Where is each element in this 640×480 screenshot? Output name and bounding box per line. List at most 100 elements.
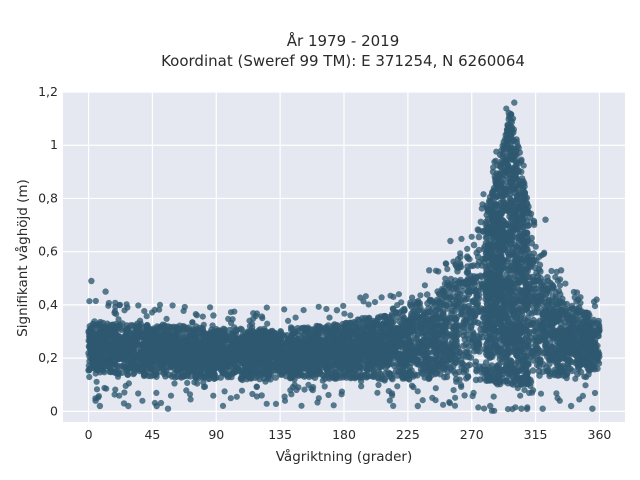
data-point xyxy=(463,375,470,382)
data-point xyxy=(378,338,386,346)
data-point xyxy=(143,369,150,376)
data-point xyxy=(271,346,279,354)
data-point xyxy=(443,302,451,310)
data-point xyxy=(124,366,131,374)
data-point xyxy=(228,330,236,337)
data-point xyxy=(535,293,542,300)
data-point xyxy=(440,310,447,317)
data-point xyxy=(473,273,481,281)
data-point xyxy=(220,337,228,345)
data-point xyxy=(143,354,151,362)
data-point xyxy=(533,344,541,352)
data-point xyxy=(92,322,100,330)
data-point xyxy=(120,356,128,363)
data-point xyxy=(388,374,396,382)
data-point xyxy=(363,330,371,338)
data-point xyxy=(425,374,432,382)
data-point xyxy=(549,284,557,291)
data-point xyxy=(185,324,192,332)
data-point xyxy=(314,323,322,330)
data-point xyxy=(455,368,463,376)
data-point xyxy=(413,335,420,343)
data-point xyxy=(359,326,366,333)
data-point xyxy=(381,359,389,366)
data-point xyxy=(462,353,470,360)
data-point xyxy=(195,374,202,382)
data-point xyxy=(406,363,413,371)
data-point xyxy=(423,291,431,298)
data-point xyxy=(428,367,436,375)
data-point xyxy=(174,366,182,374)
data-point xyxy=(382,370,389,377)
data-point xyxy=(241,341,249,349)
data-point xyxy=(395,309,403,317)
data-point xyxy=(325,322,332,329)
data-point xyxy=(460,368,468,376)
data-point xyxy=(462,296,469,303)
data-point xyxy=(472,361,479,369)
data-point xyxy=(86,326,94,334)
data-point xyxy=(451,332,459,339)
scatter-points xyxy=(85,99,603,414)
chart-title-line-1: År 1979 - 2019 xyxy=(287,31,400,50)
data-point xyxy=(541,349,549,357)
data-point xyxy=(263,338,271,346)
data-point xyxy=(204,347,212,355)
data-point xyxy=(145,325,153,332)
data-point xyxy=(407,356,414,363)
data-point xyxy=(123,333,131,340)
data-point xyxy=(529,278,537,285)
data-point xyxy=(473,339,481,346)
data-point xyxy=(308,366,315,374)
data-point xyxy=(361,372,368,379)
data-point xyxy=(97,348,105,355)
data-point xyxy=(475,233,483,241)
data-point xyxy=(178,332,185,340)
data-point xyxy=(437,370,444,378)
data-point xyxy=(474,253,482,261)
data-point xyxy=(164,323,172,330)
data-point xyxy=(440,366,448,373)
data-point xyxy=(544,274,551,281)
data-point xyxy=(452,359,459,367)
data-point xyxy=(267,376,274,383)
data-point xyxy=(417,366,425,373)
data-point xyxy=(266,354,273,361)
data-point xyxy=(115,351,123,359)
data-point xyxy=(474,262,481,269)
data-point xyxy=(458,287,466,295)
data-point xyxy=(560,355,567,362)
data-point xyxy=(530,250,538,257)
chart-title-line-2: Koordinat (Sweref 99 TM): E 371254, N 62… xyxy=(161,52,525,70)
data-point xyxy=(528,347,536,355)
data-point xyxy=(458,363,465,371)
data-point xyxy=(534,349,542,357)
data-point xyxy=(448,310,455,317)
data-point xyxy=(399,375,407,382)
data-point xyxy=(414,307,422,315)
data-point xyxy=(277,329,285,336)
data-point xyxy=(97,334,105,342)
data-point xyxy=(456,348,464,356)
data-point xyxy=(462,348,470,356)
data-point xyxy=(86,332,93,340)
data-point xyxy=(212,347,220,355)
data-point xyxy=(474,319,482,327)
data-point xyxy=(89,361,97,369)
data-point xyxy=(353,358,361,365)
data-point xyxy=(300,359,307,367)
data-point xyxy=(471,312,479,320)
data-point xyxy=(347,339,354,347)
data-point xyxy=(165,347,172,355)
data-point xyxy=(536,261,544,269)
data-point xyxy=(544,285,551,292)
data-point xyxy=(582,309,590,317)
data-point xyxy=(368,335,375,343)
data-point xyxy=(545,309,553,316)
data-point xyxy=(174,352,182,359)
data-point xyxy=(542,318,550,325)
data-point xyxy=(466,287,474,295)
data-point xyxy=(272,374,280,381)
data-point xyxy=(555,346,563,354)
